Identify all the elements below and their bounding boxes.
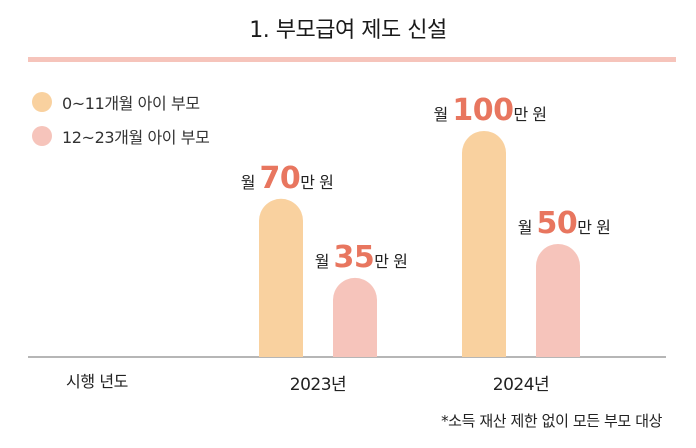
data-label-2024년-series-1: 월 50만 원 — [518, 206, 611, 241]
x-tick-label-2023년: 2023년 — [290, 375, 346, 395]
bar-2024년-series-0 — [462, 131, 506, 357]
x-axis-title: 시행 년도 — [66, 372, 128, 391]
chart-title: 1. 부모급여 제도 신설 — [249, 18, 447, 43]
data-label-2024년-series-0: 월 100만 원 — [434, 93, 547, 128]
bar-2024년-series-1 — [536, 244, 580, 357]
bar-2023년-series-0 — [259, 198, 303, 357]
x-tick-label-2024년: 2024년 — [493, 375, 549, 395]
legend-swatch-12-23-months — [32, 126, 52, 146]
title-divider — [28, 57, 676, 62]
bar-2023년-series-1 — [333, 277, 377, 357]
legend-item-0-11-months: 0~11개월 아이 부모 — [32, 90, 200, 114]
data-label-2023년-series-0: 월 70만 원 — [241, 161, 334, 196]
legend-label-12-23-months: 12~23개월 아이 부모 — [62, 128, 210, 147]
legend-swatch-0-11-months — [32, 92, 52, 112]
legend-label-0-11-months: 0~11개월 아이 부모 — [62, 94, 200, 113]
footnote: *소득 재산 제한 없이 모든 부모 대상 — [441, 412, 662, 430]
data-label-2023년-series-1: 월 35만 원 — [315, 240, 408, 275]
legend-item-12-23-months: 12~23개월 아이 부모 — [32, 124, 210, 148]
